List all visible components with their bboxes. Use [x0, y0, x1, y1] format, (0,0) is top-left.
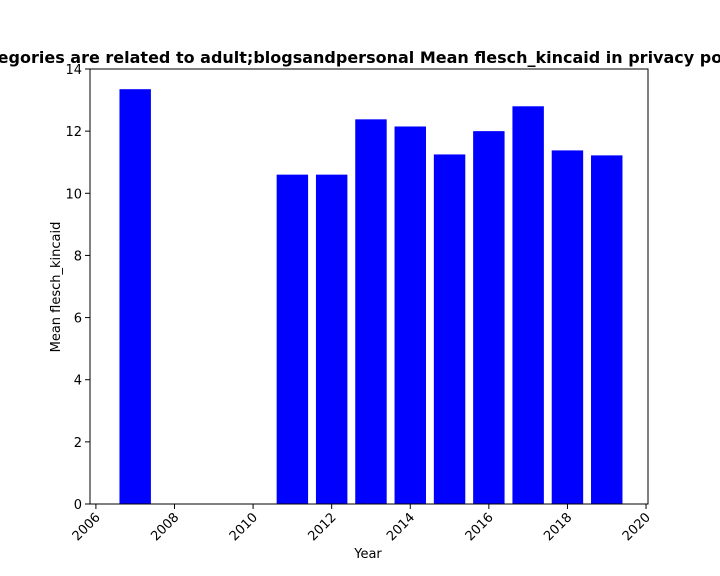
x-tick-label: 2006 [70, 510, 104, 544]
bar-2011 [276, 174, 309, 504]
y-tick-label: 0 [74, 498, 82, 513]
y-tick-label: 6 [74, 312, 82, 327]
x-tick-label: 2020 [620, 510, 654, 544]
y-tick-label: 4 [74, 374, 82, 389]
x-tick-label: 2016 [463, 510, 497, 544]
y-tick-label: 2 [74, 436, 82, 451]
bars-group [119, 89, 623, 505]
bar-2013 [355, 119, 387, 504]
x-tick-label: 2008 [148, 510, 182, 544]
bar-2019 [591, 155, 623, 504]
bar-2012 [315, 174, 348, 504]
bar-2007 [119, 89, 151, 505]
y-tick-label: 8 [74, 249, 82, 264]
y-axis-label: Mean flesch_kincaid [49, 222, 64, 353]
chart-title: Categories are related to adult;blogsand… [0, 48, 720, 67]
x-tick-label: 2018 [541, 510, 575, 544]
y-tick-label: 14 [65, 63, 82, 78]
bar-2018 [551, 150, 584, 504]
x-axis-label: Year [353, 547, 382, 562]
y-tick-label: 10 [65, 187, 82, 202]
x-tick-label: 2014 [384, 510, 418, 544]
x-tick-label: 2010 [227, 510, 261, 544]
bar-2014 [394, 126, 426, 504]
bar-2015 [433, 154, 466, 505]
x-tick-label: 2012 [305, 510, 339, 544]
y-axis: 0 2 4 6 8 10 12 14 [65, 63, 90, 513]
x-axis: 2006 2008 2010 2012 2014 2016 2018 2020 [70, 504, 654, 544]
bar-2017 [512, 106, 544, 505]
plot-frame [89, 68, 649, 505]
y-tick-label: 12 [65, 125, 82, 140]
bar-2016 [473, 131, 505, 504]
